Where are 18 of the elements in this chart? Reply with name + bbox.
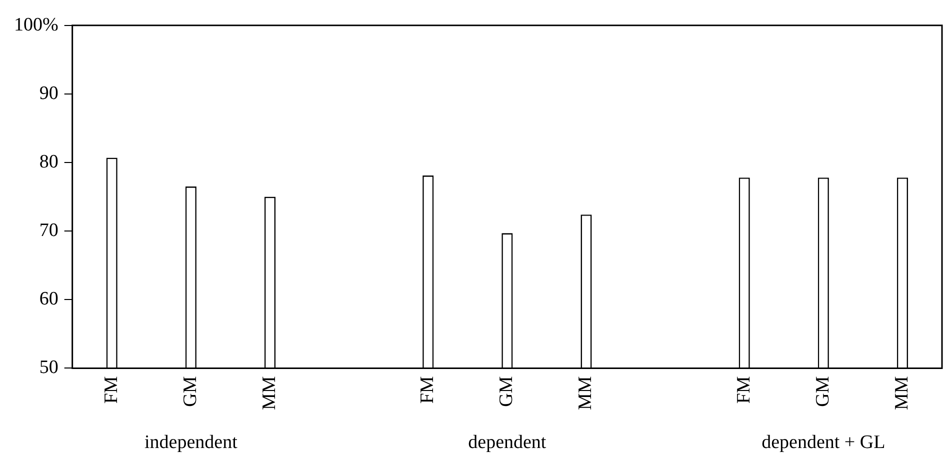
y-tick-label: 90 xyxy=(39,82,58,104)
text: dependent + GL xyxy=(762,432,886,453)
x-tick-label: GM xyxy=(812,376,834,407)
x-tick-label: GM xyxy=(496,376,518,407)
x-tick-label: FM xyxy=(733,376,754,404)
x-tick-label: MM xyxy=(891,376,912,410)
y-tick-label: 50 xyxy=(39,357,58,378)
text: dependent xyxy=(468,432,547,453)
y-tick-label: 100% xyxy=(14,14,58,36)
y-tick-label: 60 xyxy=(39,288,58,310)
x-tick-label: MM xyxy=(258,376,280,410)
x-tick-label: GM xyxy=(180,376,201,407)
x-tick-label: MM xyxy=(575,376,596,410)
text: independent xyxy=(144,432,238,453)
y-tick-label: 70 xyxy=(39,220,58,242)
x-tick-label: FM xyxy=(417,376,438,404)
x-tick-label: FM xyxy=(100,376,122,404)
y-tick-label: 80 xyxy=(39,152,58,173)
